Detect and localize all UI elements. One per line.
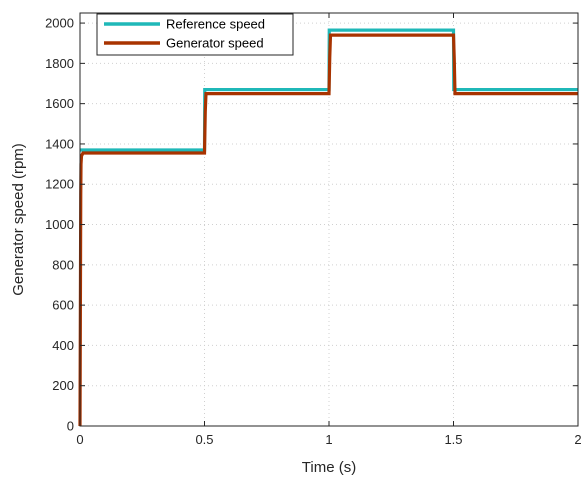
x-tick-label: 1.5 — [444, 432, 462, 447]
series-layer — [78, 28, 578, 427]
legend: Reference speed Generator speed — [96, 13, 294, 56]
x-axis-label: Time (s) — [302, 459, 356, 476]
y-tick-label: 1000 — [45, 217, 74, 232]
y-tick-label: 2000 — [45, 16, 74, 31]
y-axis-label: Generator speed (rpm) — [10, 143, 27, 296]
y-tick-label: 600 — [52, 298, 74, 313]
legend-label: Generator speed — [166, 36, 264, 51]
y-tick-label: 400 — [52, 338, 74, 353]
y-tick-label: 200 — [52, 378, 74, 393]
x-tick-label: 0 — [76, 432, 83, 447]
y-tick-label: 0 — [67, 419, 74, 434]
x-tick-label: 2 — [574, 432, 581, 447]
x-tick-label: 0.5 — [195, 432, 213, 447]
y-tick-label: 1600 — [45, 96, 74, 111]
legend-label: Reference speed — [166, 17, 265, 32]
series-line-generator-speed — [78, 33, 578, 427]
x-tick-label: 1 — [325, 432, 332, 447]
legend-box — [96, 13, 294, 56]
y-tick-label: 1800 — [45, 56, 74, 71]
ticks: 0 0.5 1 1.5 2 0 200 400 600 800 1000 1200 1400 1600 18… — [45, 13, 582, 447]
y-tick-label: 800 — [52, 257, 74, 272]
y-tick-label: 1400 — [45, 136, 74, 151]
y-tick-label: 1200 — [45, 177, 74, 192]
